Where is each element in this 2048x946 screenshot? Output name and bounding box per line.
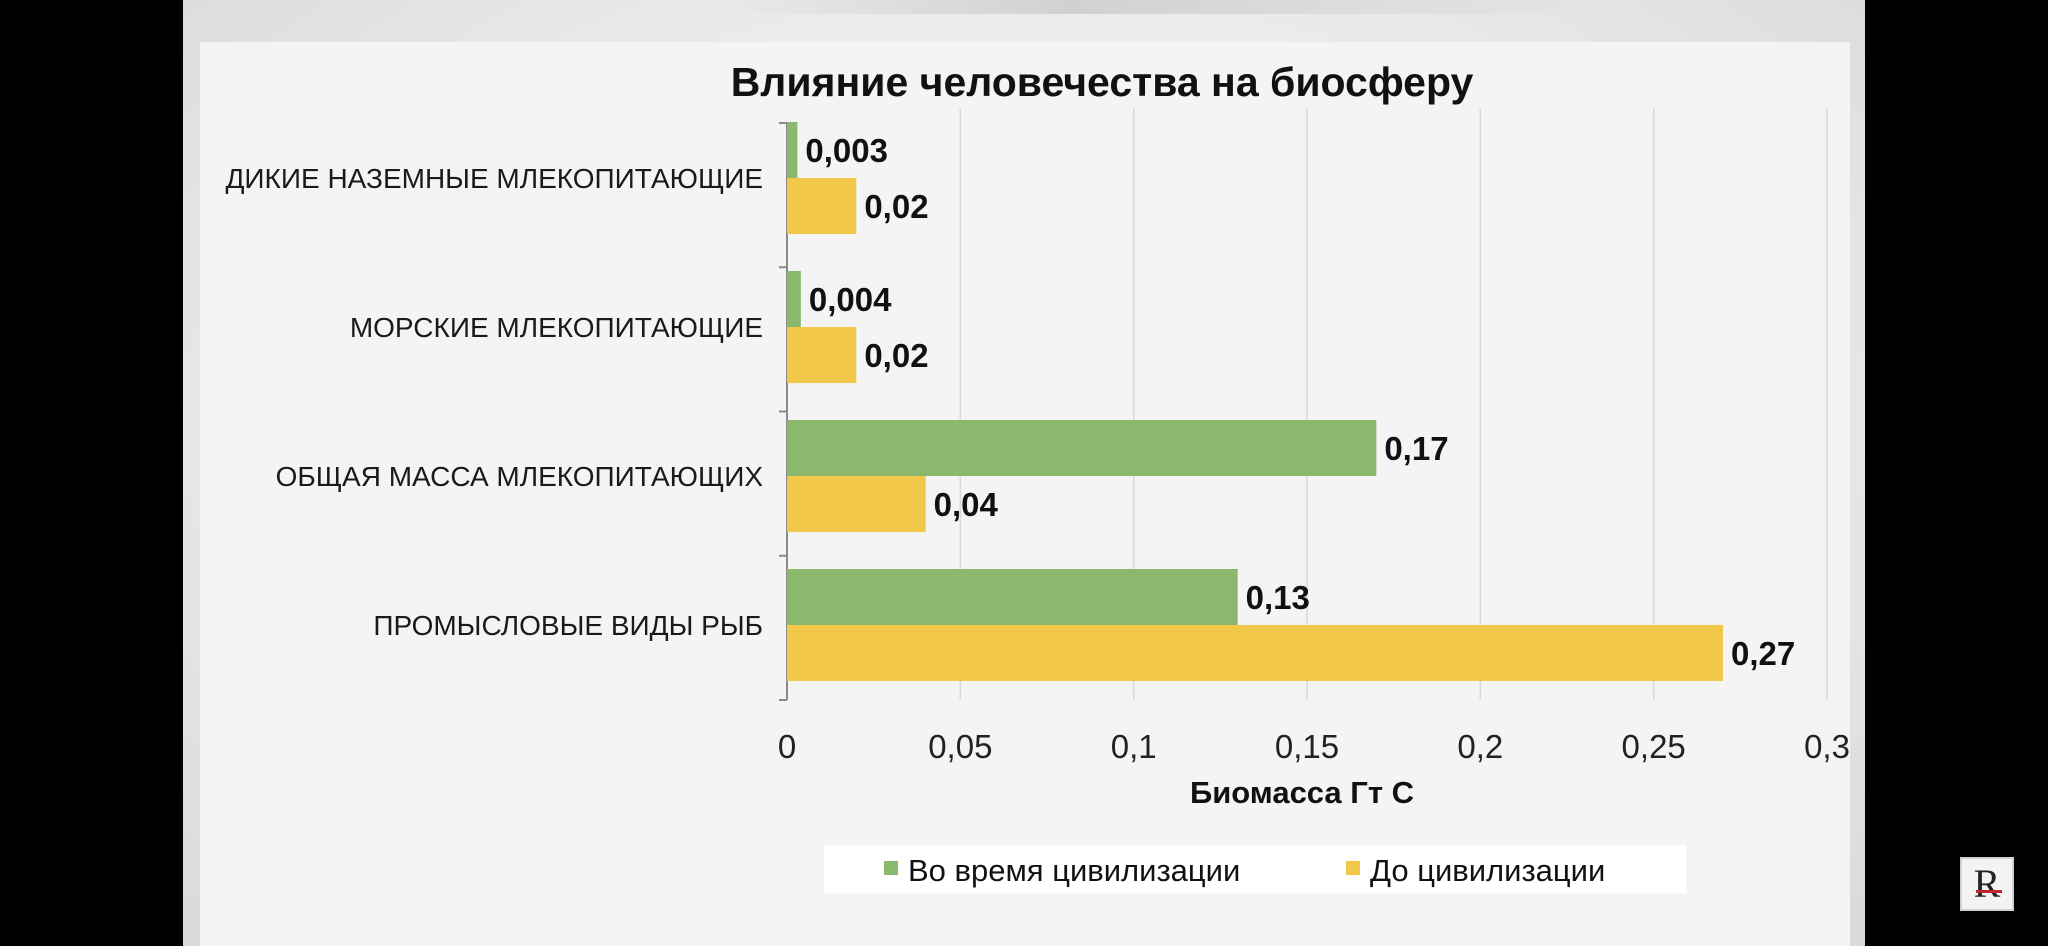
data-label-during-0: 0,003: [805, 132, 888, 169]
x-tick-label: 0,15: [1275, 728, 1339, 765]
category-label-1: МОРСКИЕ МЛЕКОПИТАЮЩИЕ: [350, 312, 763, 343]
data-label-before-1: 0,02: [864, 337, 928, 374]
legend-swatch-before: [1346, 861, 1360, 875]
data-label-before-0: 0,02: [864, 188, 928, 225]
chart-title: Влияние человечества на биосферу: [731, 59, 1474, 105]
bar-during-0: [787, 122, 798, 178]
legend-background: [824, 845, 1686, 893]
legend: Во время цивилизации До цивилизации: [824, 845, 1686, 893]
blurred-background-strip: [720, 0, 1600, 14]
x-tick-label: 0: [778, 728, 796, 765]
x-tick-label: 0,05: [928, 728, 992, 765]
labels: 0 0,05 0,1 0,15 0,2 0,25 0,3 0,003 0,02 ДИКИЕ НАЗ…: [225, 132, 1849, 765]
x-tick-label: 0,3: [1804, 728, 1850, 765]
x-tick-label: 0,2: [1457, 728, 1503, 765]
x-tick-label: 0,25: [1622, 728, 1686, 765]
logo-accent-bar: [1976, 890, 2002, 893]
legend-swatch-during: [884, 861, 898, 875]
bar-before-2: [787, 476, 926, 532]
axes: [779, 122, 788, 701]
chart-slide: [200, 42, 1850, 946]
category-label-0: ДИКИЕ НАЗЕМНЫЕ МЛЕКОПИТАЮЩИЕ: [225, 163, 763, 194]
channel-logo-icon[interactable]: R: [1960, 857, 2014, 911]
bar-during-1: [787, 271, 801, 327]
bar-before-3: [787, 625, 1723, 681]
bar-before-1: [787, 327, 857, 383]
bar-before-0: [787, 178, 857, 234]
bar-during-2: [787, 420, 1377, 476]
category-label-3: ПРОМЫСЛОВЫЕ ВИДЫ РЫБ: [373, 610, 763, 641]
bars: [787, 122, 1723, 681]
data-label-during-3: 0,13: [1246, 579, 1310, 616]
x-axis-title: Биомасса Гт С: [1190, 775, 1414, 810]
bar-during-3: [787, 569, 1238, 625]
data-label-before-2: 0,04: [934, 486, 999, 523]
logo-letter: R: [1973, 861, 2001, 906]
category-label-2: ОБЩАЯ МАССА МЛЕКОПИТАЮЩИХ: [276, 461, 764, 492]
legend-label-during: Во время цивилизации: [908, 853, 1240, 888]
data-label-during-2: 0,17: [1384, 430, 1448, 467]
data-label-during-1: 0,004: [809, 281, 892, 318]
data-label-before-3: 0,27: [1731, 635, 1795, 672]
x-tick-label: 0,1: [1111, 728, 1157, 765]
legend-label-before: До цивилизации: [1370, 853, 1605, 888]
